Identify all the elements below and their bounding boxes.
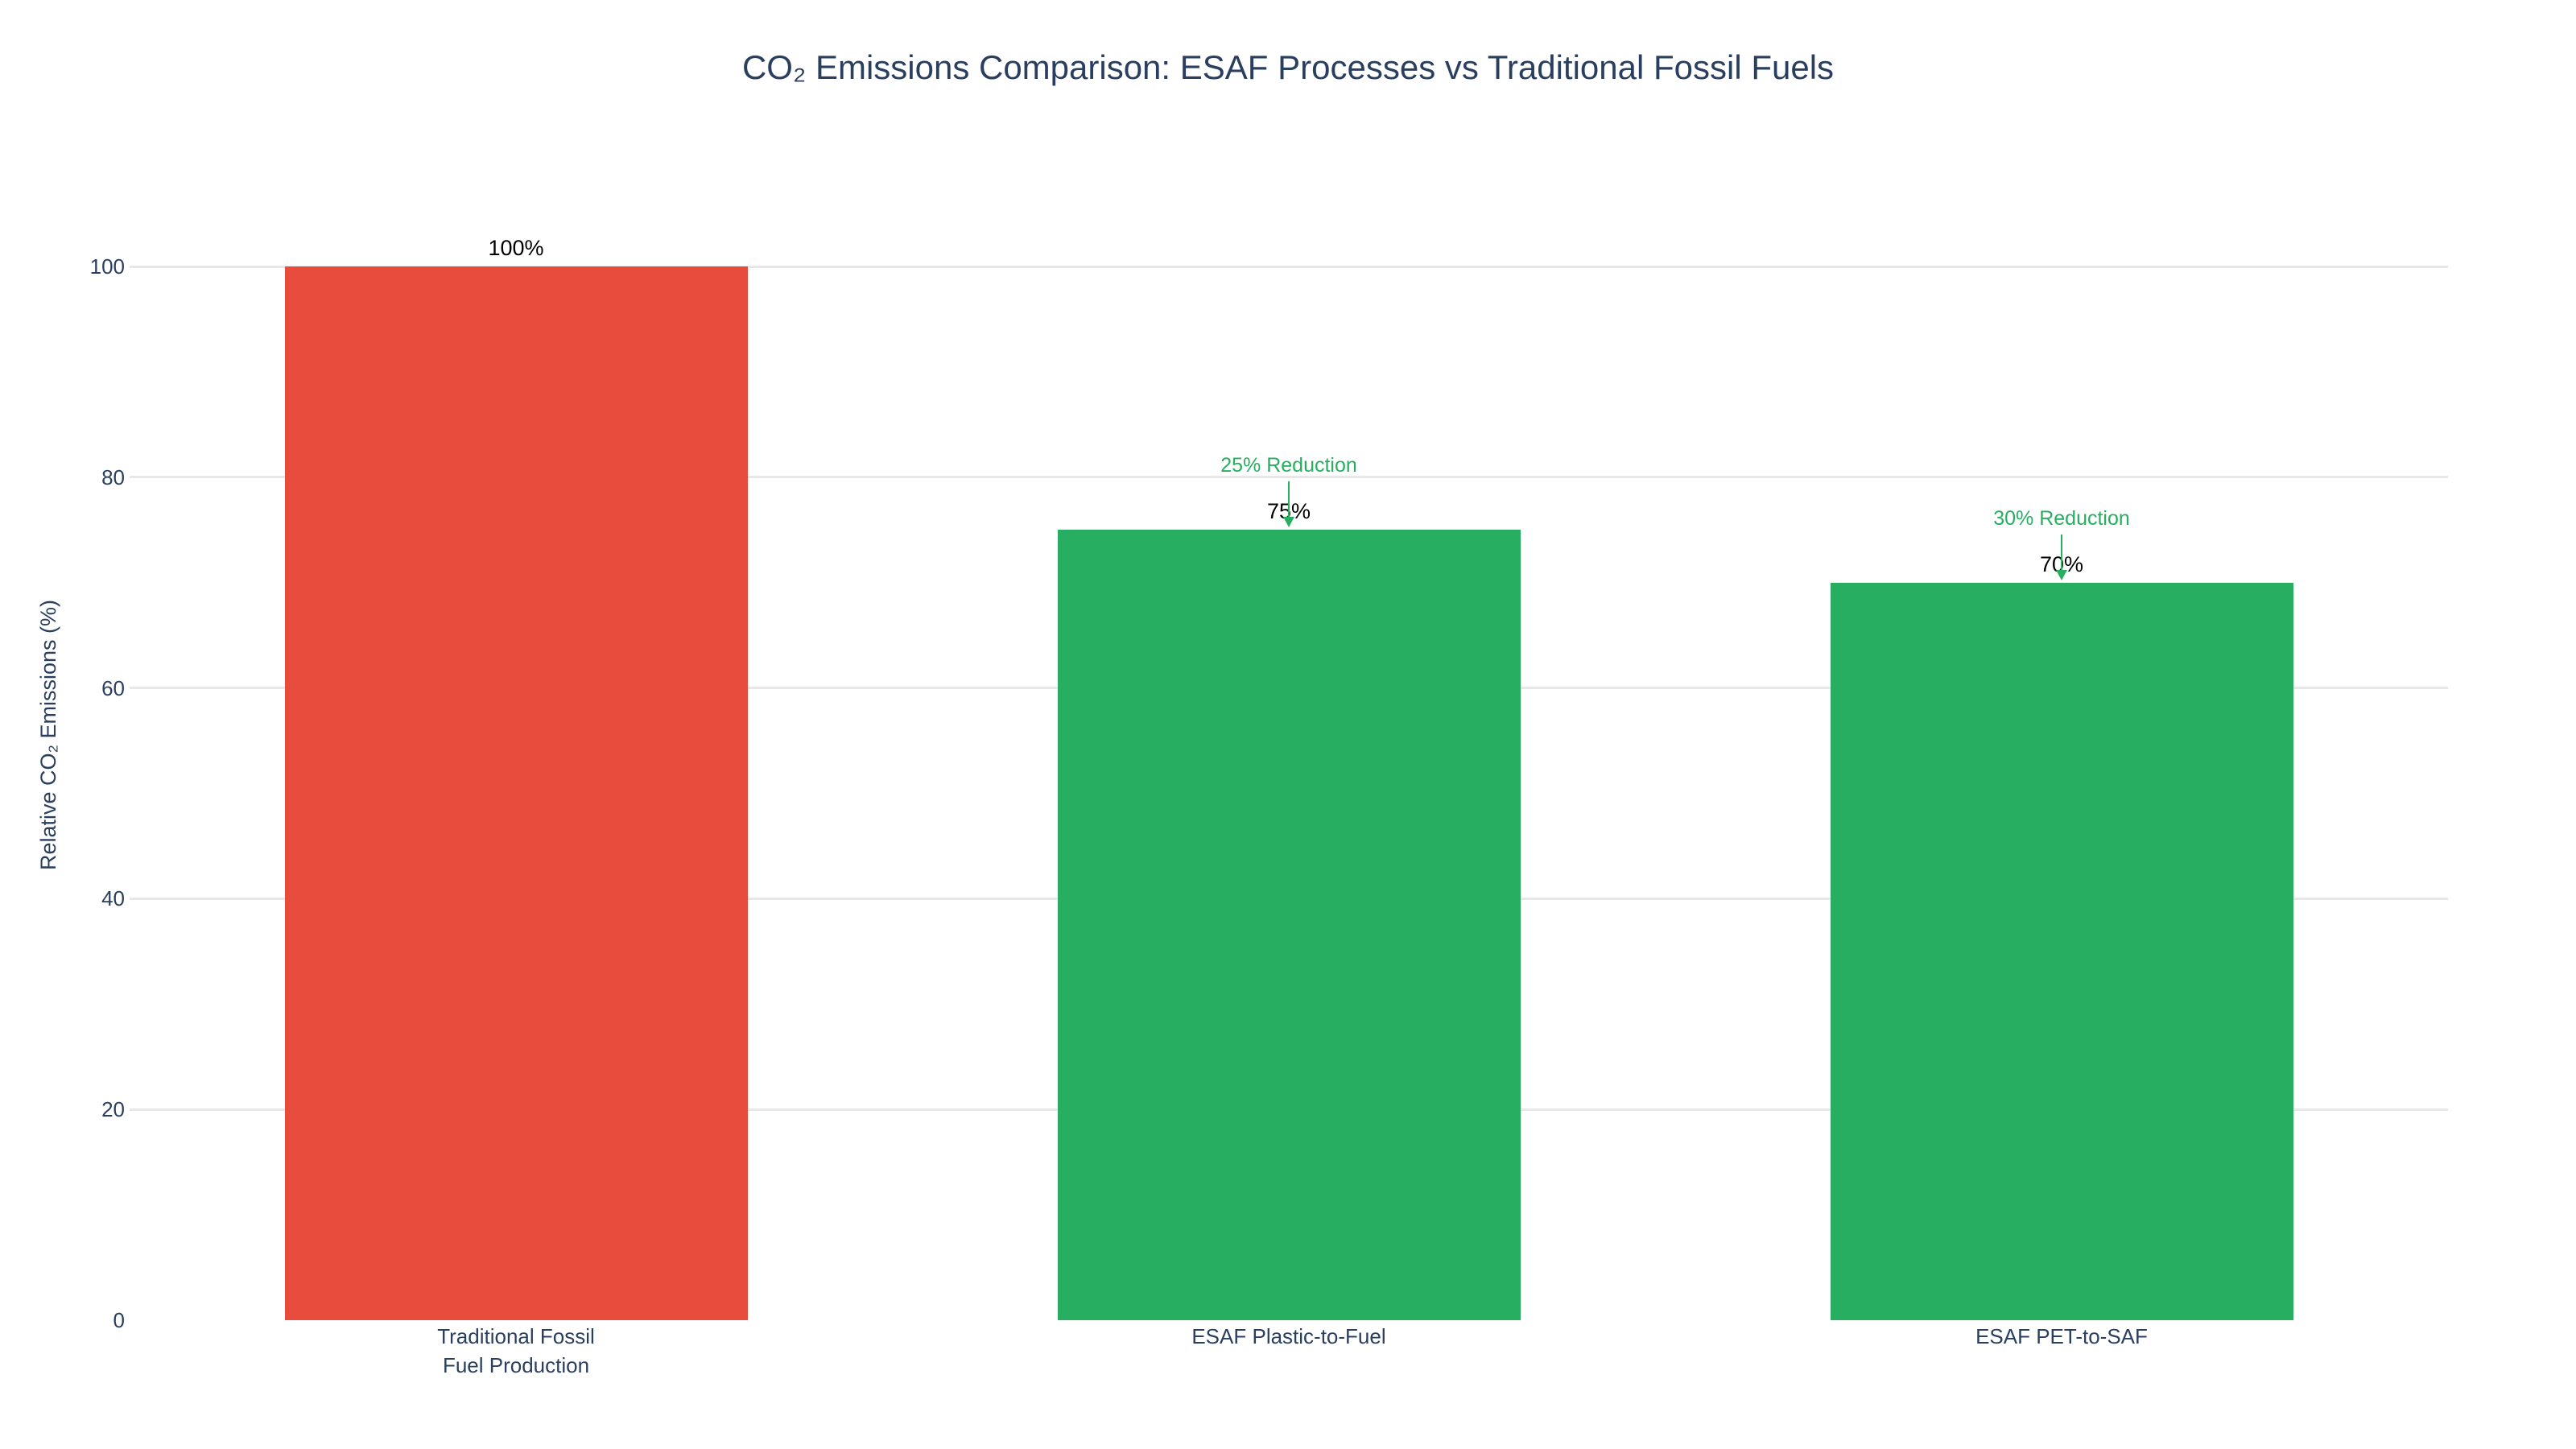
bar-0[interactable] (284, 266, 748, 1320)
y-tick-label-80: 80 (101, 464, 125, 489)
annotation-arrow-head-icon-1 (2056, 569, 2067, 580)
y-tick-label-0: 0 (113, 1308, 125, 1332)
x-tick-label-line: ESAF Plastic-to-Fuel (1191, 1324, 1386, 1348)
y-tick-label-60: 60 (101, 675, 125, 700)
bar-1[interactable] (1057, 530, 1521, 1320)
annotation-text-0: 25% Reduction (1220, 454, 1357, 477)
annotation-arrow-head-icon-0 (1283, 517, 1294, 528)
x-tick-label-2: ESAF PET-to-SAF (1804, 1322, 2319, 1351)
annotation-text-1: 30% Reduction (1993, 506, 2130, 530)
annotation-arrow-line-1 (2061, 534, 2062, 571)
bar-value-label-0: 100% (488, 236, 544, 260)
chart-title: CO₂ Emissions Comparison: ESAF Processes… (741, 48, 1835, 86)
y-axis-title: Relative CO₂ Emissions (%) (36, 599, 60, 871)
y-tick-label-20: 20 (101, 1097, 125, 1122)
annotation-arrow-line-0 (1288, 481, 1290, 518)
x-tick-label-line: ESAF PET-to-SAF (1975, 1324, 2148, 1348)
y-tick-label-40: 40 (101, 886, 125, 911)
y-gridline-80 (130, 476, 2448, 479)
x-tick-label-line: Traditional Fossil (437, 1324, 595, 1348)
x-tick-label-1: ESAF Plastic-to-Fuel (1031, 1322, 1546, 1351)
x-tick-label-line: Fuel Production (442, 1353, 590, 1377)
y-gridline-100 (130, 265, 2448, 268)
bar-2[interactable] (1830, 582, 2293, 1320)
y-tick-label-100: 100 (89, 254, 125, 279)
x-tick-label-0: Traditional Fossil Fuel Production (258, 1322, 774, 1380)
